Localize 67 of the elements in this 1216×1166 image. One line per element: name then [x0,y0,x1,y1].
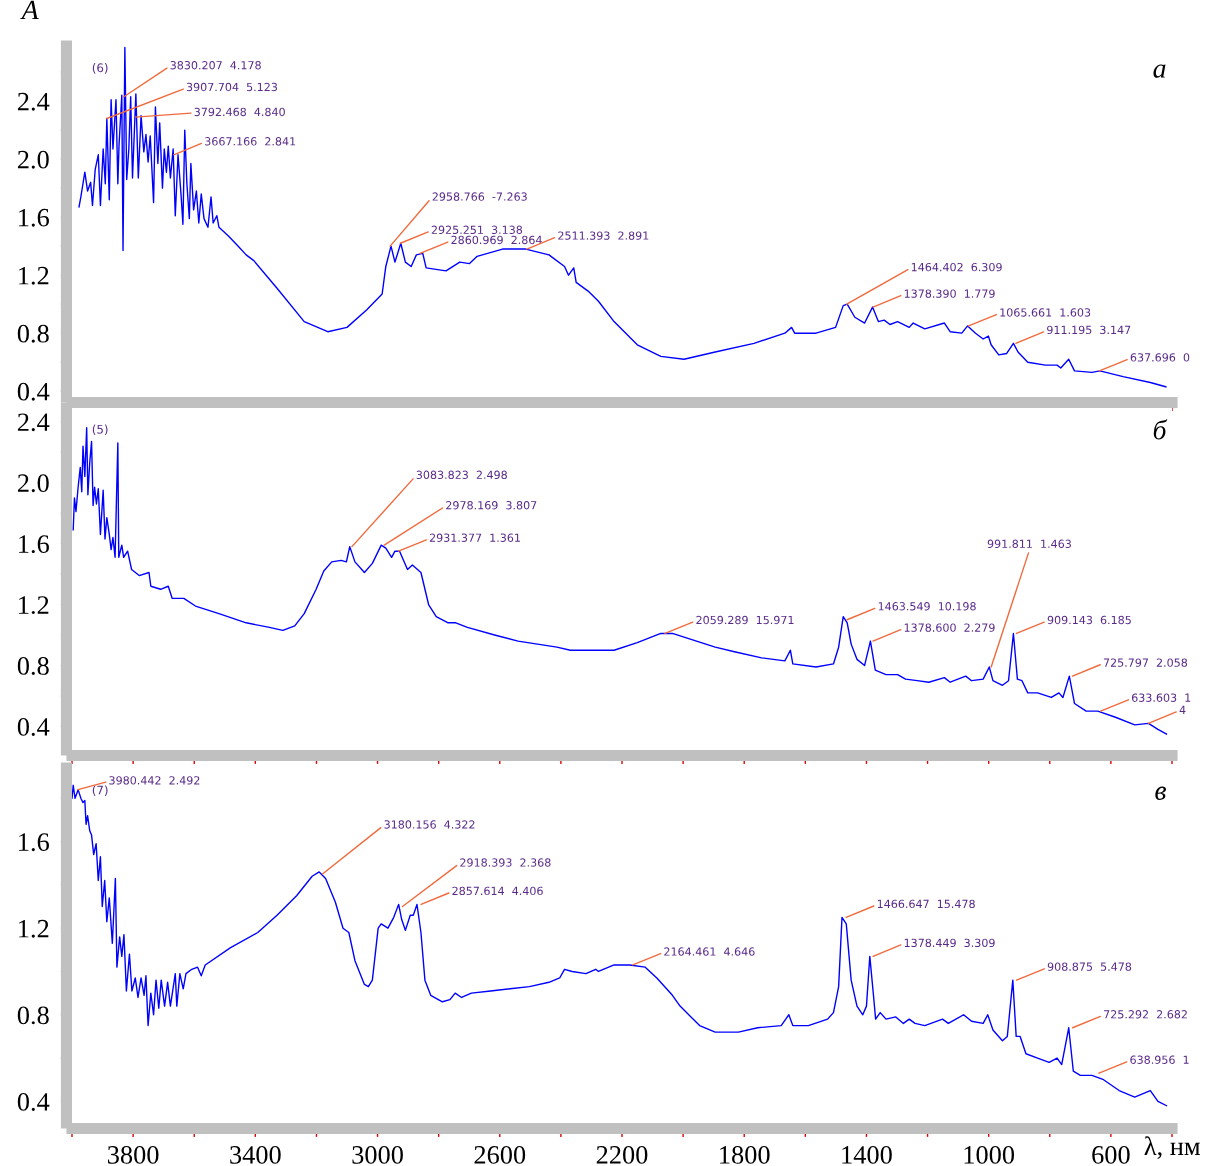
annotation: 1464.402 6.309 [911,262,1002,272]
annotation: (5) [92,424,108,436]
annotation: 1463.549 10.198 [878,602,976,611]
y-tick-label: 0.8 [17,324,49,343]
annotation: 911.195 3.147 [1047,325,1131,335]
annotation: 2511.393 2.891 [558,231,649,240]
y-tick-label: 1.6 [19,208,49,227]
annotation: 3907.704 5.123 [186,82,277,92]
annotation: 2918.393 2.368 [460,858,551,867]
chart-title: б [1153,419,1168,440]
annotation: 2164.461 4.646 [664,947,755,956]
annotation: 725.292 2.682 [1104,1010,1187,1019]
x-tick-label: 600 [1092,1145,1130,1164]
annotation: 2958.766 -7.263 [432,192,527,201]
y-tick-label: 1.2 [19,919,49,938]
x-tick-label: 3400 [230,1145,281,1164]
y-tick-label: 0.8 [17,1006,49,1025]
y-tick-label: 2.4 [17,92,50,111]
annotation: 2925.251 3.138 [431,225,523,234]
annotation: 909.143 6.185 [1047,615,1131,625]
x-tick-label: 2200 [596,1145,648,1164]
annotation: 1065.661 1.603 [1000,308,1091,317]
annotation: 3980.442 2.492 [109,776,200,785]
x-tick-label: 1400 [842,1145,892,1164]
y-tick-label: 2.0 [17,150,49,169]
y-axis-title: A [20,0,39,20]
y-tick-label: 2.4 [17,413,50,432]
annotation: 3667.166 2.841 [205,137,296,146]
y-tick-label: 0.4 [17,1092,50,1111]
chart-title: в [1155,786,1167,800]
annotation: 633.603 1 [1131,693,1191,702]
chart-title: а [1153,64,1166,78]
y-tick-label: 1.2 [19,266,49,285]
y-tick-label: 1.6 [19,535,49,554]
annotation: 637.696 0 [1130,353,1190,362]
x-tick-label: 1800 [720,1145,770,1164]
y-tick-label: 0.4 [17,717,50,736]
annotation: 3180.156 4.322 [384,820,475,829]
annotation: 991.811 1.463 [987,539,1071,548]
x-tick-label: 3000 [352,1145,403,1164]
annotation: 908.875 5.478 [1047,962,1132,971]
annotation: 638.956 1 [1130,1055,1189,1064]
x-tick-label: 1000 [964,1145,1015,1164]
y-tick-label: 0.4 [17,382,50,401]
annotation: 1466.647 15.478 [877,899,975,909]
annotation: 2931.377 1.361 [429,533,520,542]
annotation: 3083.823 2.498 [416,470,507,480]
annotation: (7) [92,785,108,796]
annotation: 3792.468 4.840 [194,107,285,117]
annotation: 1378.390 1.779 [904,289,995,298]
y-tick-label: 0.8 [17,657,49,675]
annotation: 1378.600 2.279 [904,623,995,632]
annotation: 2857.614 4.406 [452,886,543,896]
annotation: 2860.969 2.864 [451,235,542,245]
annotation: (6) [92,63,108,74]
annotation: 3830.207 4.178 [170,61,261,70]
y-tick-label: 1.6 [19,833,49,852]
annotation: 2059.289 15.971 [696,615,794,625]
y-tick-label: 1.2 [19,596,49,615]
annotation: 725.797 2.058 [1103,658,1188,667]
annotation: 2978.169 3.807 [446,501,537,510]
x-tick-label: 2600 [474,1145,526,1164]
y-tick-label: 2.0 [17,474,49,493]
x-tick-label: 3800 [107,1145,159,1164]
x-axis-title: λ, нм [1144,1136,1200,1159]
annotation: 4 [1179,705,1186,714]
annotation: 1378.449 3.309 [904,938,995,948]
